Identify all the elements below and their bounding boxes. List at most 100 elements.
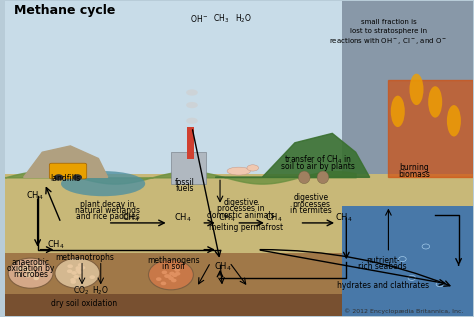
- Circle shape: [163, 269, 169, 273]
- FancyBboxPatch shape: [342, 1, 473, 184]
- Text: processes: processes: [292, 200, 330, 209]
- Text: soil to air by plants: soil to air by plants: [282, 162, 355, 171]
- Circle shape: [69, 269, 75, 273]
- FancyBboxPatch shape: [342, 206, 473, 316]
- Text: CH$_4$: CH$_4$: [27, 190, 44, 203]
- Text: in soil: in soil: [162, 262, 184, 271]
- Circle shape: [8, 258, 53, 288]
- Circle shape: [73, 262, 79, 266]
- Circle shape: [75, 271, 81, 275]
- Text: H$_2$O: H$_2$O: [235, 12, 252, 25]
- Text: plant decay in: plant decay in: [81, 200, 135, 209]
- Circle shape: [74, 265, 80, 268]
- Ellipse shape: [61, 171, 145, 196]
- Text: burning: burning: [399, 164, 429, 172]
- Text: digestive: digestive: [224, 198, 259, 207]
- FancyBboxPatch shape: [187, 127, 194, 158]
- Circle shape: [54, 174, 64, 180]
- Ellipse shape: [428, 86, 442, 118]
- Text: OH$^-$: OH$^-$: [190, 13, 209, 24]
- FancyBboxPatch shape: [171, 152, 206, 184]
- Ellipse shape: [391, 96, 405, 127]
- Text: CO$_2$: CO$_2$: [73, 284, 89, 297]
- Circle shape: [65, 264, 71, 268]
- Circle shape: [75, 277, 81, 281]
- Ellipse shape: [186, 102, 198, 108]
- Circle shape: [24, 275, 30, 278]
- Circle shape: [165, 264, 171, 268]
- Ellipse shape: [317, 171, 329, 184]
- Text: digestive: digestive: [294, 193, 329, 202]
- Circle shape: [165, 274, 171, 277]
- Text: fossil: fossil: [175, 178, 195, 187]
- Text: CH$_4$: CH$_4$: [265, 212, 283, 224]
- Circle shape: [35, 274, 40, 277]
- Text: CH$_4$: CH$_4$: [174, 212, 191, 224]
- FancyBboxPatch shape: [5, 1, 473, 184]
- Text: and rice paddies: and rice paddies: [76, 212, 140, 221]
- Circle shape: [69, 275, 74, 279]
- Polygon shape: [24, 146, 108, 177]
- Ellipse shape: [298, 171, 310, 184]
- Circle shape: [169, 273, 174, 277]
- Circle shape: [40, 265, 45, 269]
- Text: CH$_4$: CH$_4$: [218, 212, 236, 224]
- Circle shape: [160, 270, 165, 274]
- Text: CH$_4$: CH$_4$: [335, 212, 353, 224]
- Circle shape: [30, 273, 35, 277]
- Circle shape: [29, 270, 35, 274]
- Text: melting permafrost: melting permafrost: [209, 223, 283, 232]
- FancyBboxPatch shape: [49, 163, 87, 179]
- Circle shape: [166, 274, 172, 278]
- Text: lost to stratosphere in: lost to stratosphere in: [350, 28, 427, 34]
- Text: methanotrophs: methanotrophs: [55, 253, 114, 262]
- Text: microbes: microbes: [13, 270, 48, 279]
- Ellipse shape: [247, 165, 259, 171]
- Polygon shape: [388, 80, 473, 177]
- Text: rich seabeds: rich seabeds: [358, 262, 407, 271]
- Circle shape: [90, 274, 95, 277]
- Text: hydrates and clathrates: hydrates and clathrates: [337, 281, 429, 290]
- Circle shape: [75, 268, 81, 272]
- Text: nutrient-: nutrient-: [366, 256, 400, 265]
- Text: Methane cycle: Methane cycle: [14, 4, 116, 17]
- Ellipse shape: [186, 118, 198, 124]
- Circle shape: [182, 278, 187, 282]
- Ellipse shape: [410, 74, 423, 105]
- Circle shape: [155, 267, 161, 271]
- Circle shape: [25, 282, 31, 286]
- Text: landfills: landfills: [51, 174, 81, 184]
- Circle shape: [163, 267, 169, 271]
- Text: natural wetlands: natural wetlands: [75, 206, 140, 215]
- Circle shape: [148, 260, 193, 290]
- Text: methanogens: methanogens: [147, 256, 200, 265]
- Text: small fraction is: small fraction is: [361, 19, 416, 25]
- Circle shape: [68, 266, 74, 269]
- Text: © 2012 Encyclopædia Britannica, Inc.: © 2012 Encyclopædia Britannica, Inc.: [344, 308, 463, 314]
- Ellipse shape: [227, 167, 250, 175]
- Text: anaerobic: anaerobic: [11, 258, 50, 267]
- Circle shape: [71, 273, 77, 277]
- Text: domestic animals: domestic animals: [207, 210, 275, 220]
- Circle shape: [74, 267, 80, 270]
- Circle shape: [170, 267, 176, 271]
- Text: reactions with OH$^-$, Cl$^-$, and O$^-$: reactions with OH$^-$, Cl$^-$, and O$^-$: [329, 36, 447, 46]
- Text: in termites: in termites: [291, 206, 332, 215]
- Text: processes in: processes in: [218, 204, 265, 213]
- Polygon shape: [215, 133, 370, 177]
- Text: CH$_3$: CH$_3$: [213, 12, 229, 25]
- Ellipse shape: [447, 105, 461, 137]
- Circle shape: [25, 281, 30, 284]
- Text: H$_2$O: H$_2$O: [92, 284, 109, 297]
- FancyBboxPatch shape: [5, 253, 473, 300]
- Circle shape: [17, 269, 22, 273]
- Circle shape: [73, 174, 82, 180]
- Circle shape: [19, 275, 25, 279]
- Circle shape: [169, 275, 174, 278]
- Circle shape: [35, 267, 40, 271]
- Text: fuels: fuels: [176, 184, 194, 193]
- Circle shape: [28, 267, 34, 271]
- Text: CH$_4$: CH$_4$: [122, 212, 140, 224]
- Text: oxidation by: oxidation by: [7, 264, 55, 273]
- Circle shape: [55, 258, 100, 288]
